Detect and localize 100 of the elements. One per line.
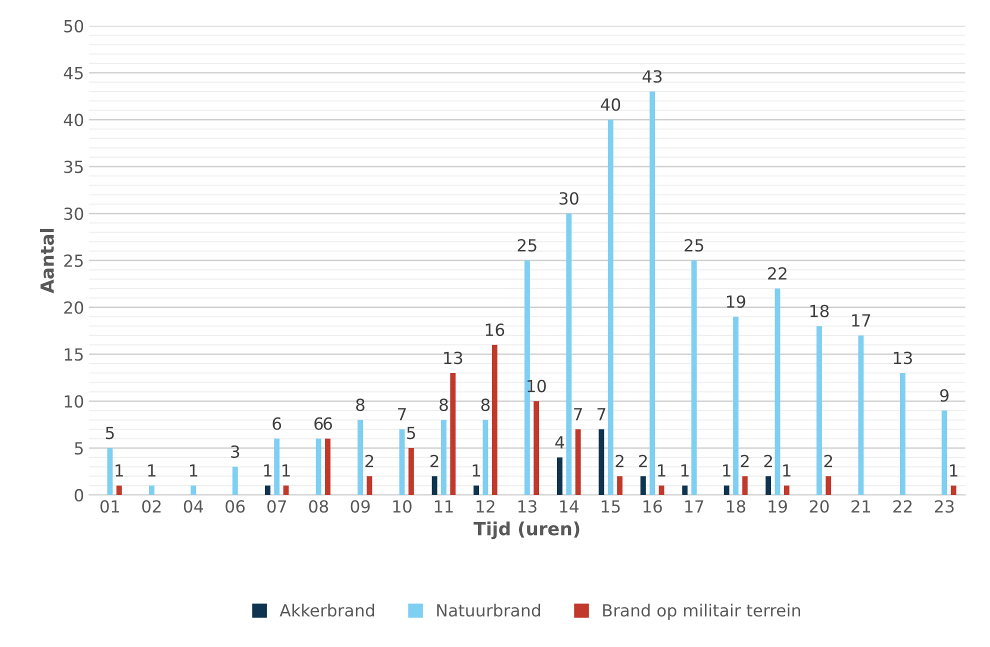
data-label: 2 <box>764 454 772 468</box>
y-tick-label: 0 <box>74 488 84 502</box>
data-label: 1 <box>282 464 290 477</box>
data-label: 7 <box>398 408 406 420</box>
x-tick-label: 06 <box>226 500 245 513</box>
x-tick-label: 07 <box>267 500 286 513</box>
x-tick-label: 22 <box>893 500 912 512</box>
x-tick-label: 15 <box>602 500 620 513</box>
data-label: 2 <box>616 454 624 468</box>
bar <box>942 410 948 495</box>
data-label: 19 <box>727 295 746 308</box>
data-label: 5 <box>106 426 114 440</box>
data-label: 13 <box>894 352 912 364</box>
y-tick-label: 15 <box>64 348 83 361</box>
data-label: 8 <box>356 398 364 412</box>
y-tick-label: 50 <box>64 20 84 32</box>
legend-label: Brand op militair terrein <box>603 604 800 620</box>
bar <box>900 372 906 495</box>
data-label: 40 <box>600 98 620 111</box>
bar <box>316 438 322 495</box>
data-label: 9 <box>940 389 949 402</box>
x-tick-label: 21 <box>852 500 870 512</box>
x-tick-label: 17 <box>685 500 704 512</box>
y-tick-label: 20 <box>64 301 84 314</box>
y-tick-label: 30 <box>64 207 84 220</box>
bar <box>441 420 446 495</box>
data-label: 18 <box>810 304 829 318</box>
x-tick-label: 11 <box>434 500 453 512</box>
bar <box>766 476 772 495</box>
bar <box>608 120 614 495</box>
x-tick-label: 10 <box>393 500 412 513</box>
bar <box>107 448 113 495</box>
bar <box>950 486 956 495</box>
data-label: 1 <box>190 464 198 477</box>
x-tick-label: 04 <box>184 500 204 513</box>
data-label: 1 <box>723 464 730 477</box>
legend-label: Akkerbrand <box>280 604 374 617</box>
x-tick-label: 01 <box>100 500 120 513</box>
data-label: 2 <box>740 454 749 468</box>
bar <box>557 457 562 495</box>
data-label: 17 <box>852 314 870 326</box>
data-label: 1 <box>264 464 272 477</box>
legend-label: Natuurbrand <box>437 604 540 617</box>
bar <box>325 438 330 495</box>
bar <box>691 260 697 495</box>
data-label: 1 <box>148 464 156 477</box>
bar <box>232 466 238 495</box>
y-tick-label: 35 <box>64 160 83 174</box>
y-axis-title: Aantal <box>40 228 54 294</box>
y-tick-label: 45 <box>64 66 83 80</box>
x-tick-label: 23 <box>935 500 954 513</box>
data-label: 25 <box>684 239 704 252</box>
data-label: 1 <box>783 464 790 477</box>
bar <box>474 486 479 495</box>
bar <box>534 401 540 495</box>
data-label: 25 <box>518 239 536 252</box>
data-label: 4 <box>555 436 564 448</box>
bar <box>774 288 780 495</box>
bar <box>432 476 438 495</box>
bar <box>682 486 688 495</box>
bar <box>742 476 748 495</box>
bar <box>148 486 154 495</box>
y-tick-label: 5 <box>74 442 83 455</box>
x-tick-label: 16 <box>644 500 662 513</box>
y-tick-label: 10 <box>64 395 84 408</box>
y-tick-label: 40 <box>64 114 84 126</box>
data-label: 2 <box>430 454 438 468</box>
bar <box>116 486 122 495</box>
bar <box>190 486 196 495</box>
bar <box>575 429 581 495</box>
data-label: 16 <box>486 323 504 336</box>
data-label: 1 <box>950 464 958 477</box>
data-label: 30 <box>560 192 578 205</box>
bar <box>264 486 270 495</box>
x-tick-label: 12 <box>476 500 494 512</box>
x-tick-label: 18 <box>727 500 746 513</box>
bar <box>650 92 656 495</box>
bar <box>826 476 832 495</box>
bar <box>858 335 864 495</box>
data-label: 8 <box>440 398 448 412</box>
x-tick-label: 14 <box>560 500 579 512</box>
bar <box>283 486 289 495</box>
x-tick-label: 02 <box>142 500 161 513</box>
data-label: 7 <box>598 408 606 420</box>
data-label: 6 <box>324 417 332 430</box>
data-label: 1 <box>116 464 123 477</box>
data-label: 1 <box>658 464 666 477</box>
bar <box>274 438 280 495</box>
bar <box>492 344 498 495</box>
data-label: 8 <box>481 398 490 412</box>
bar <box>816 326 822 495</box>
bar <box>724 486 730 495</box>
bar <box>450 372 456 495</box>
bar <box>598 429 604 495</box>
bar <box>482 420 488 495</box>
data-label: 1 <box>472 464 480 477</box>
data-label: 2 <box>365 454 374 468</box>
bar <box>566 214 572 495</box>
data-label: 6 <box>314 417 323 430</box>
data-label: 1 <box>681 464 689 477</box>
